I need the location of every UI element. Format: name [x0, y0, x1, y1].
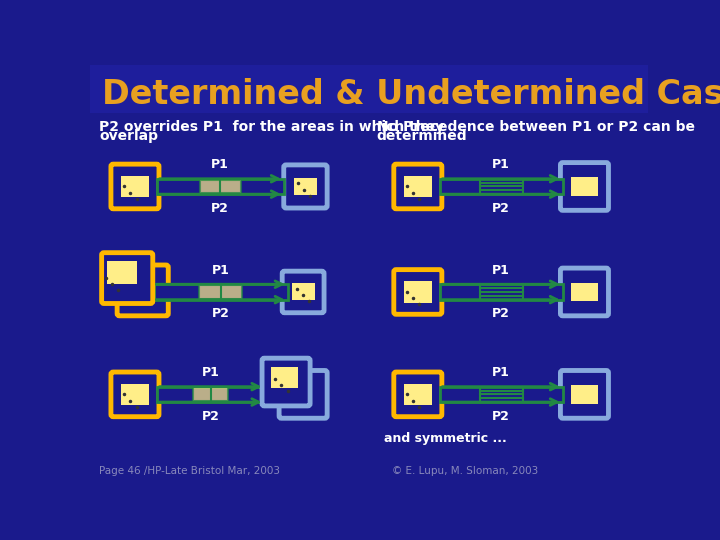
FancyBboxPatch shape — [262, 358, 310, 406]
FancyBboxPatch shape — [394, 164, 442, 209]
FancyBboxPatch shape — [102, 253, 153, 303]
Text: P1: P1 — [211, 158, 229, 171]
FancyBboxPatch shape — [284, 165, 327, 208]
Text: P1: P1 — [492, 264, 510, 276]
Bar — [121, 383, 149, 405]
Bar — [199, 285, 242, 299]
Text: © E. Lupu, M. Sloman, 2003: © E. Lupu, M. Sloman, 2003 — [392, 467, 539, 476]
Text: Page 46 /HP-Late Bristol Mar, 2003: Page 46 /HP-Late Bristol Mar, 2003 — [99, 467, 280, 476]
Bar — [271, 367, 299, 388]
Text: and symmetric ...: and symmetric ... — [384, 432, 508, 445]
Text: P2: P2 — [212, 307, 230, 320]
Bar — [404, 383, 432, 405]
FancyBboxPatch shape — [282, 271, 324, 313]
Bar — [439, 179, 563, 194]
Bar — [294, 178, 317, 195]
Bar — [439, 284, 563, 300]
Bar — [153, 284, 287, 300]
Bar — [292, 284, 315, 300]
FancyBboxPatch shape — [111, 164, 159, 209]
Bar — [157, 387, 264, 402]
Bar — [404, 281, 432, 303]
Bar — [404, 176, 432, 197]
Text: P2: P2 — [492, 307, 510, 320]
Bar — [570, 385, 598, 403]
FancyBboxPatch shape — [394, 269, 442, 314]
Text: P2 overrides P1  for the areas in which they: P2 overrides P1 for the areas in which t… — [99, 120, 444, 134]
Bar — [439, 387, 563, 402]
Text: overlap: overlap — [99, 130, 158, 144]
FancyBboxPatch shape — [560, 163, 608, 211]
Text: P2: P2 — [492, 410, 510, 423]
Text: P2: P2 — [492, 202, 510, 215]
Bar — [107, 261, 137, 284]
Text: P1: P1 — [202, 366, 220, 379]
Bar — [157, 179, 284, 194]
Bar — [193, 387, 228, 401]
Bar — [570, 177, 598, 195]
Bar — [121, 176, 149, 197]
Bar — [90, 65, 648, 112]
Bar — [570, 283, 598, 301]
Text: Determined & Undetermined Cases: Determined & Undetermined Cases — [102, 78, 720, 111]
FancyBboxPatch shape — [111, 372, 159, 417]
FancyBboxPatch shape — [560, 370, 608, 418]
Text: No Precedence between P1 or P2 can be: No Precedence between P1 or P2 can be — [377, 120, 695, 134]
Text: P1: P1 — [492, 158, 510, 171]
Text: determined: determined — [377, 130, 467, 144]
Text: P2: P2 — [202, 410, 220, 423]
Text: P1: P1 — [212, 264, 230, 276]
Bar — [200, 179, 240, 193]
Text: P2: P2 — [211, 202, 229, 215]
FancyBboxPatch shape — [117, 265, 168, 316]
Text: P1: P1 — [492, 366, 510, 379]
FancyBboxPatch shape — [394, 372, 442, 417]
FancyBboxPatch shape — [560, 268, 608, 316]
FancyBboxPatch shape — [279, 370, 327, 418]
